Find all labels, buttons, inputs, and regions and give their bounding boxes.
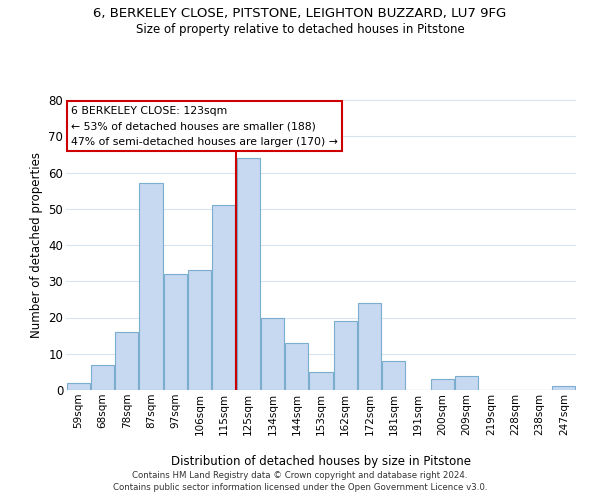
Bar bbox=[553, 386, 575, 390]
Bar bbox=[139, 184, 163, 390]
Bar bbox=[431, 379, 454, 390]
Bar bbox=[261, 318, 284, 390]
Y-axis label: Number of detached properties: Number of detached properties bbox=[30, 152, 43, 338]
Bar bbox=[188, 270, 211, 390]
Bar bbox=[67, 383, 89, 390]
Bar bbox=[358, 303, 381, 390]
Bar bbox=[334, 321, 357, 390]
Text: Contains HM Land Registry data © Crown copyright and database right 2024.
Contai: Contains HM Land Registry data © Crown c… bbox=[113, 471, 487, 492]
Bar bbox=[91, 364, 114, 390]
Text: Distribution of detached houses by size in Pitstone: Distribution of detached houses by size … bbox=[171, 454, 471, 468]
Bar bbox=[115, 332, 138, 390]
Bar bbox=[285, 343, 308, 390]
Text: Size of property relative to detached houses in Pitstone: Size of property relative to detached ho… bbox=[136, 22, 464, 36]
Text: 6 BERKELEY CLOSE: 123sqm
← 53% of detached houses are smaller (188)
47% of semi-: 6 BERKELEY CLOSE: 123sqm ← 53% of detach… bbox=[71, 106, 338, 147]
Bar bbox=[382, 361, 406, 390]
Text: 6, BERKELEY CLOSE, PITSTONE, LEIGHTON BUZZARD, LU7 9FG: 6, BERKELEY CLOSE, PITSTONE, LEIGHTON BU… bbox=[94, 8, 506, 20]
Bar bbox=[164, 274, 187, 390]
Bar bbox=[236, 158, 260, 390]
Bar bbox=[212, 205, 235, 390]
Bar bbox=[310, 372, 332, 390]
Bar bbox=[455, 376, 478, 390]
